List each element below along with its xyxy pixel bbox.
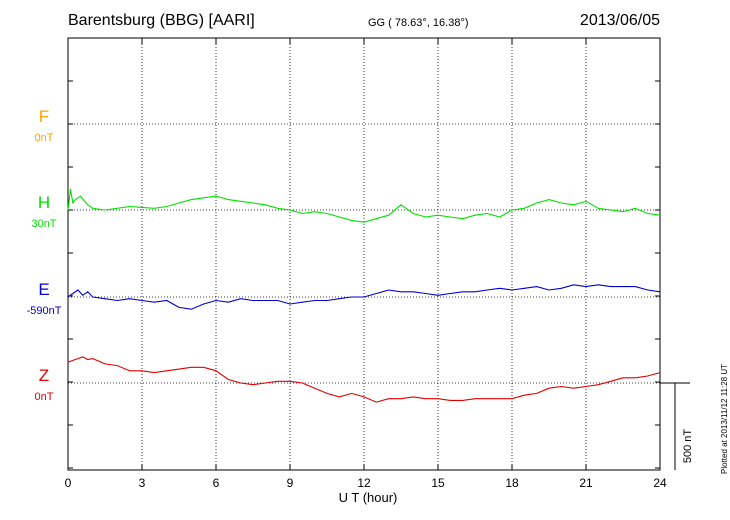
series-line-e	[67, 284, 661, 310]
series-name-z: Z	[39, 366, 49, 385]
x-tick-label: 0	[65, 476, 72, 490]
series-name-e: E	[38, 280, 49, 299]
series-baseline-h: 30nT	[31, 218, 56, 230]
plotted-timestamp: Plotted at 2013/11/12 11:28 UT	[720, 363, 729, 474]
x-axis-label: U T (hour)	[339, 490, 398, 505]
x-tick-label: 9	[287, 476, 294, 490]
series-name-f: F	[39, 107, 49, 126]
x-tick-label: 18	[505, 476, 519, 490]
x-tick-label: 21	[579, 476, 593, 490]
chart-title: Barentsburg (BBG) [AARI]	[68, 12, 255, 29]
scale-bar: 500 nT	[660, 382, 694, 470]
series-group	[67, 189, 661, 403]
grid	[68, 38, 660, 470]
series-line-z	[67, 356, 661, 403]
x-tick-label: 15	[431, 476, 445, 490]
series-baseline-z: 0nT	[35, 391, 54, 403]
x-tick-label: 12	[357, 476, 371, 490]
series-baseline-f: 0nT	[35, 132, 54, 144]
series-baseline-e: -590nT	[27, 305, 62, 317]
chart-date: 2013/06/05	[579, 12, 660, 29]
scale-bar-label: 500 nT	[682, 429, 694, 464]
x-tick-label: 24	[653, 476, 667, 490]
series-labels: F 0nT H 30nT E -590nT Z 0nT	[27, 107, 62, 403]
series-name-h: H	[38, 193, 50, 212]
series-line-h	[67, 189, 661, 223]
x-tick-label: 6	[213, 476, 220, 490]
x-tick-label: 3	[139, 476, 146, 490]
x-axis-ticks: 0 3 6 9 12 15 18 21 24	[65, 38, 667, 490]
station-coordinates: GG ( 78.63°, 16.38°)	[368, 17, 469, 29]
